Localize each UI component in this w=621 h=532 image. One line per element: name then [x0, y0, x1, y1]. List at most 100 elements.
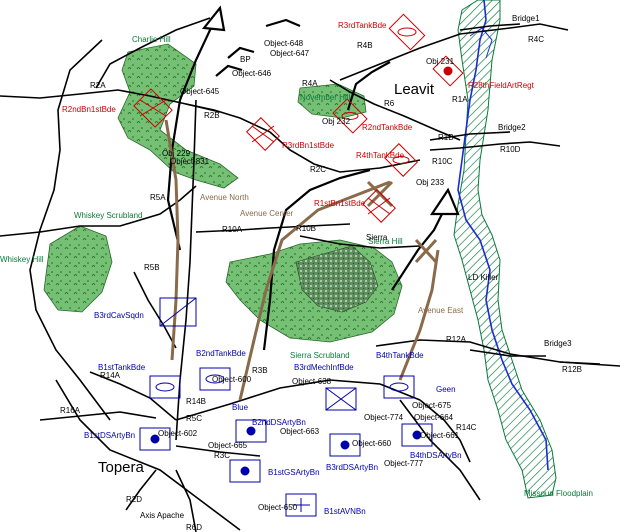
- label-object-647: Object-647: [270, 49, 310, 58]
- label-road-r6d: R6D: [186, 523, 202, 532]
- unit-r28th-field-art[interactable]: [432, 55, 464, 87]
- label-road-r2b: R2B: [204, 111, 220, 120]
- unit-b1st-avn[interactable]: [285, 493, 317, 517]
- label-road-r4b: R4B: [357, 41, 373, 50]
- label-b3rd-ds-arty: B3rdDSArtyBn: [326, 463, 378, 472]
- label-road-r12a: R12A: [446, 335, 467, 344]
- label-b1st-tank: B1stTankBde: [98, 363, 146, 372]
- label-bridge2: Bridge2: [498, 123, 526, 132]
- label-avenue-east: Avenue East: [418, 306, 464, 315]
- road-layer: [0, 17, 621, 532]
- label-november-hill: November Hill: [300, 93, 350, 102]
- label-r28th-field-art: R28thFieldArtRegt: [468, 81, 535, 90]
- label-sierra-scrubland: Sierra Scrubland: [290, 351, 350, 360]
- unit-b1st-tank[interactable]: [149, 375, 181, 399]
- label-r1st-bn: R1stBn1stBde: [314, 199, 366, 208]
- label-missouri-floodplain: Missouri Floodplain: [524, 489, 593, 498]
- label-road-r3c: R3C: [214, 451, 230, 460]
- label-object-831: Object-831: [170, 157, 210, 166]
- label-charlie-hill: Charlie Hill: [132, 35, 171, 44]
- road-r14c: [419, 399, 471, 463]
- road-r12b: [559, 361, 601, 365]
- whiskey-hill-forest: [43, 225, 113, 313]
- arrow-north-axis: [166, 15, 221, 251]
- label-object-675: Object-675: [412, 401, 452, 410]
- label-obj-229: Obj 229: [162, 149, 191, 158]
- label-avenue-center: Avenue Center: [240, 209, 294, 218]
- label-object-774: Object-774: [364, 413, 404, 422]
- road-outer-loop: [29, 39, 111, 421]
- label-axis-apache: Axis Apache: [140, 511, 185, 520]
- label-object-600: Object-600: [212, 375, 252, 384]
- label-bp: BP: [240, 55, 251, 64]
- road-r4: [329, 79, 461, 141]
- unit-b1st-ds-arty[interactable]: [139, 427, 171, 451]
- arrow-flick-1: [265, 18, 301, 28]
- label-b4th-tank: B4thTankBde: [376, 351, 424, 360]
- river-line: [457, 0, 549, 471]
- unit-r2nd-tank-bde[interactable]: [332, 98, 368, 134]
- label-object-645: Object-645: [180, 87, 220, 96]
- unit-b4th-ds-arty[interactable]: [401, 423, 433, 447]
- label-whiskey-hill: Whiskey Hill: [0, 255, 44, 264]
- label-sierra: Sierra: [366, 233, 388, 242]
- label-object-638: Object-638: [292, 377, 332, 386]
- arrow-leavit: [346, 61, 391, 111]
- road-r2c: [269, 131, 421, 173]
- label-object-648: Object-648: [264, 39, 304, 48]
- label-road-r1a: R1A: [452, 95, 468, 104]
- unit-b2nd-tank[interactable]: [199, 367, 231, 391]
- unit-b3rd-ds-arty[interactable]: [329, 433, 361, 457]
- brown-axis-center: [238, 180, 391, 401]
- road-r2d: [125, 469, 157, 511]
- unit-b1st-gs-arty[interactable]: [229, 459, 261, 483]
- unit-r3rd-tank-bde[interactable]: [388, 13, 426, 51]
- label-obj-232: Obj 232: [322, 117, 351, 126]
- label-road-r5b: R5B: [144, 263, 160, 272]
- enemy-units: [133, 13, 464, 223]
- unit-b2nd-ds-arty[interactable]: [235, 419, 267, 443]
- label-road-r3b: R3B: [252, 366, 268, 375]
- road-r5b: [133, 271, 177, 349]
- unit-r2nd-bn[interactable]: [133, 88, 173, 128]
- unit-b4th-tank[interactable]: [383, 375, 415, 399]
- label-object-650: Object-650: [258, 503, 298, 512]
- label-b2nd-tank: B2ndTankBde: [196, 349, 246, 358]
- label-obj-231: Obj 231: [426, 57, 455, 66]
- unit-r4th-tank-bde[interactable]: [384, 143, 418, 177]
- label-object-661: Object-661: [420, 431, 460, 440]
- label-road-r14a: R14A: [100, 371, 121, 380]
- friendly-units: [139, 297, 433, 517]
- unit-r1st-bn[interactable]: [362, 189, 396, 223]
- label-road-r2d: R2D: [126, 495, 142, 504]
- road-r16a: [39, 411, 157, 421]
- label-blue: Blue: [232, 403, 249, 412]
- label-bridge1: Bridge1: [512, 14, 540, 23]
- label-layer: Topera Leavit Charlie Hill November Hill…: [0, 14, 593, 532]
- road-bridge3: [469, 349, 546, 357]
- label-r3rd-tank-bde: R3rdTankBde: [338, 21, 387, 30]
- road-east-southeast: [399, 399, 481, 501]
- label-obj-233: Obj 233: [416, 178, 445, 187]
- label-road-r16a: R16A: [60, 406, 81, 415]
- arrow-objective-east: [391, 205, 447, 291]
- label-road-r10d: R10D: [500, 145, 521, 154]
- label-object-660: Object-660: [352, 439, 392, 448]
- arrow-flick-2: [227, 46, 255, 59]
- label-whiskey-scrubland: Whiskey Scrubland: [74, 211, 142, 220]
- charlie-hill-forest: [117, 43, 239, 189]
- label-b4th-ds-arty: B4thDSArtyBn: [410, 451, 462, 460]
- road-r2b: [185, 103, 271, 133]
- label-road-r14c: R14C: [456, 423, 477, 432]
- sierra-hill-texture: [295, 245, 379, 313]
- unit-r3rd-bn[interactable]: [246, 117, 280, 151]
- arrow-flick-3: [215, 64, 243, 77]
- unit-b3rd-cav[interactable]: [159, 297, 197, 327]
- unit-b3rd-mech[interactable]: [325, 387, 357, 411]
- road-r10d: [429, 141, 561, 151]
- road-r14a: [89, 371, 177, 421]
- label-road-r10b: R10B: [296, 224, 316, 233]
- arrowhead-east: [429, 187, 460, 216]
- label-sierra-hill: Sierra Hill: [368, 237, 403, 246]
